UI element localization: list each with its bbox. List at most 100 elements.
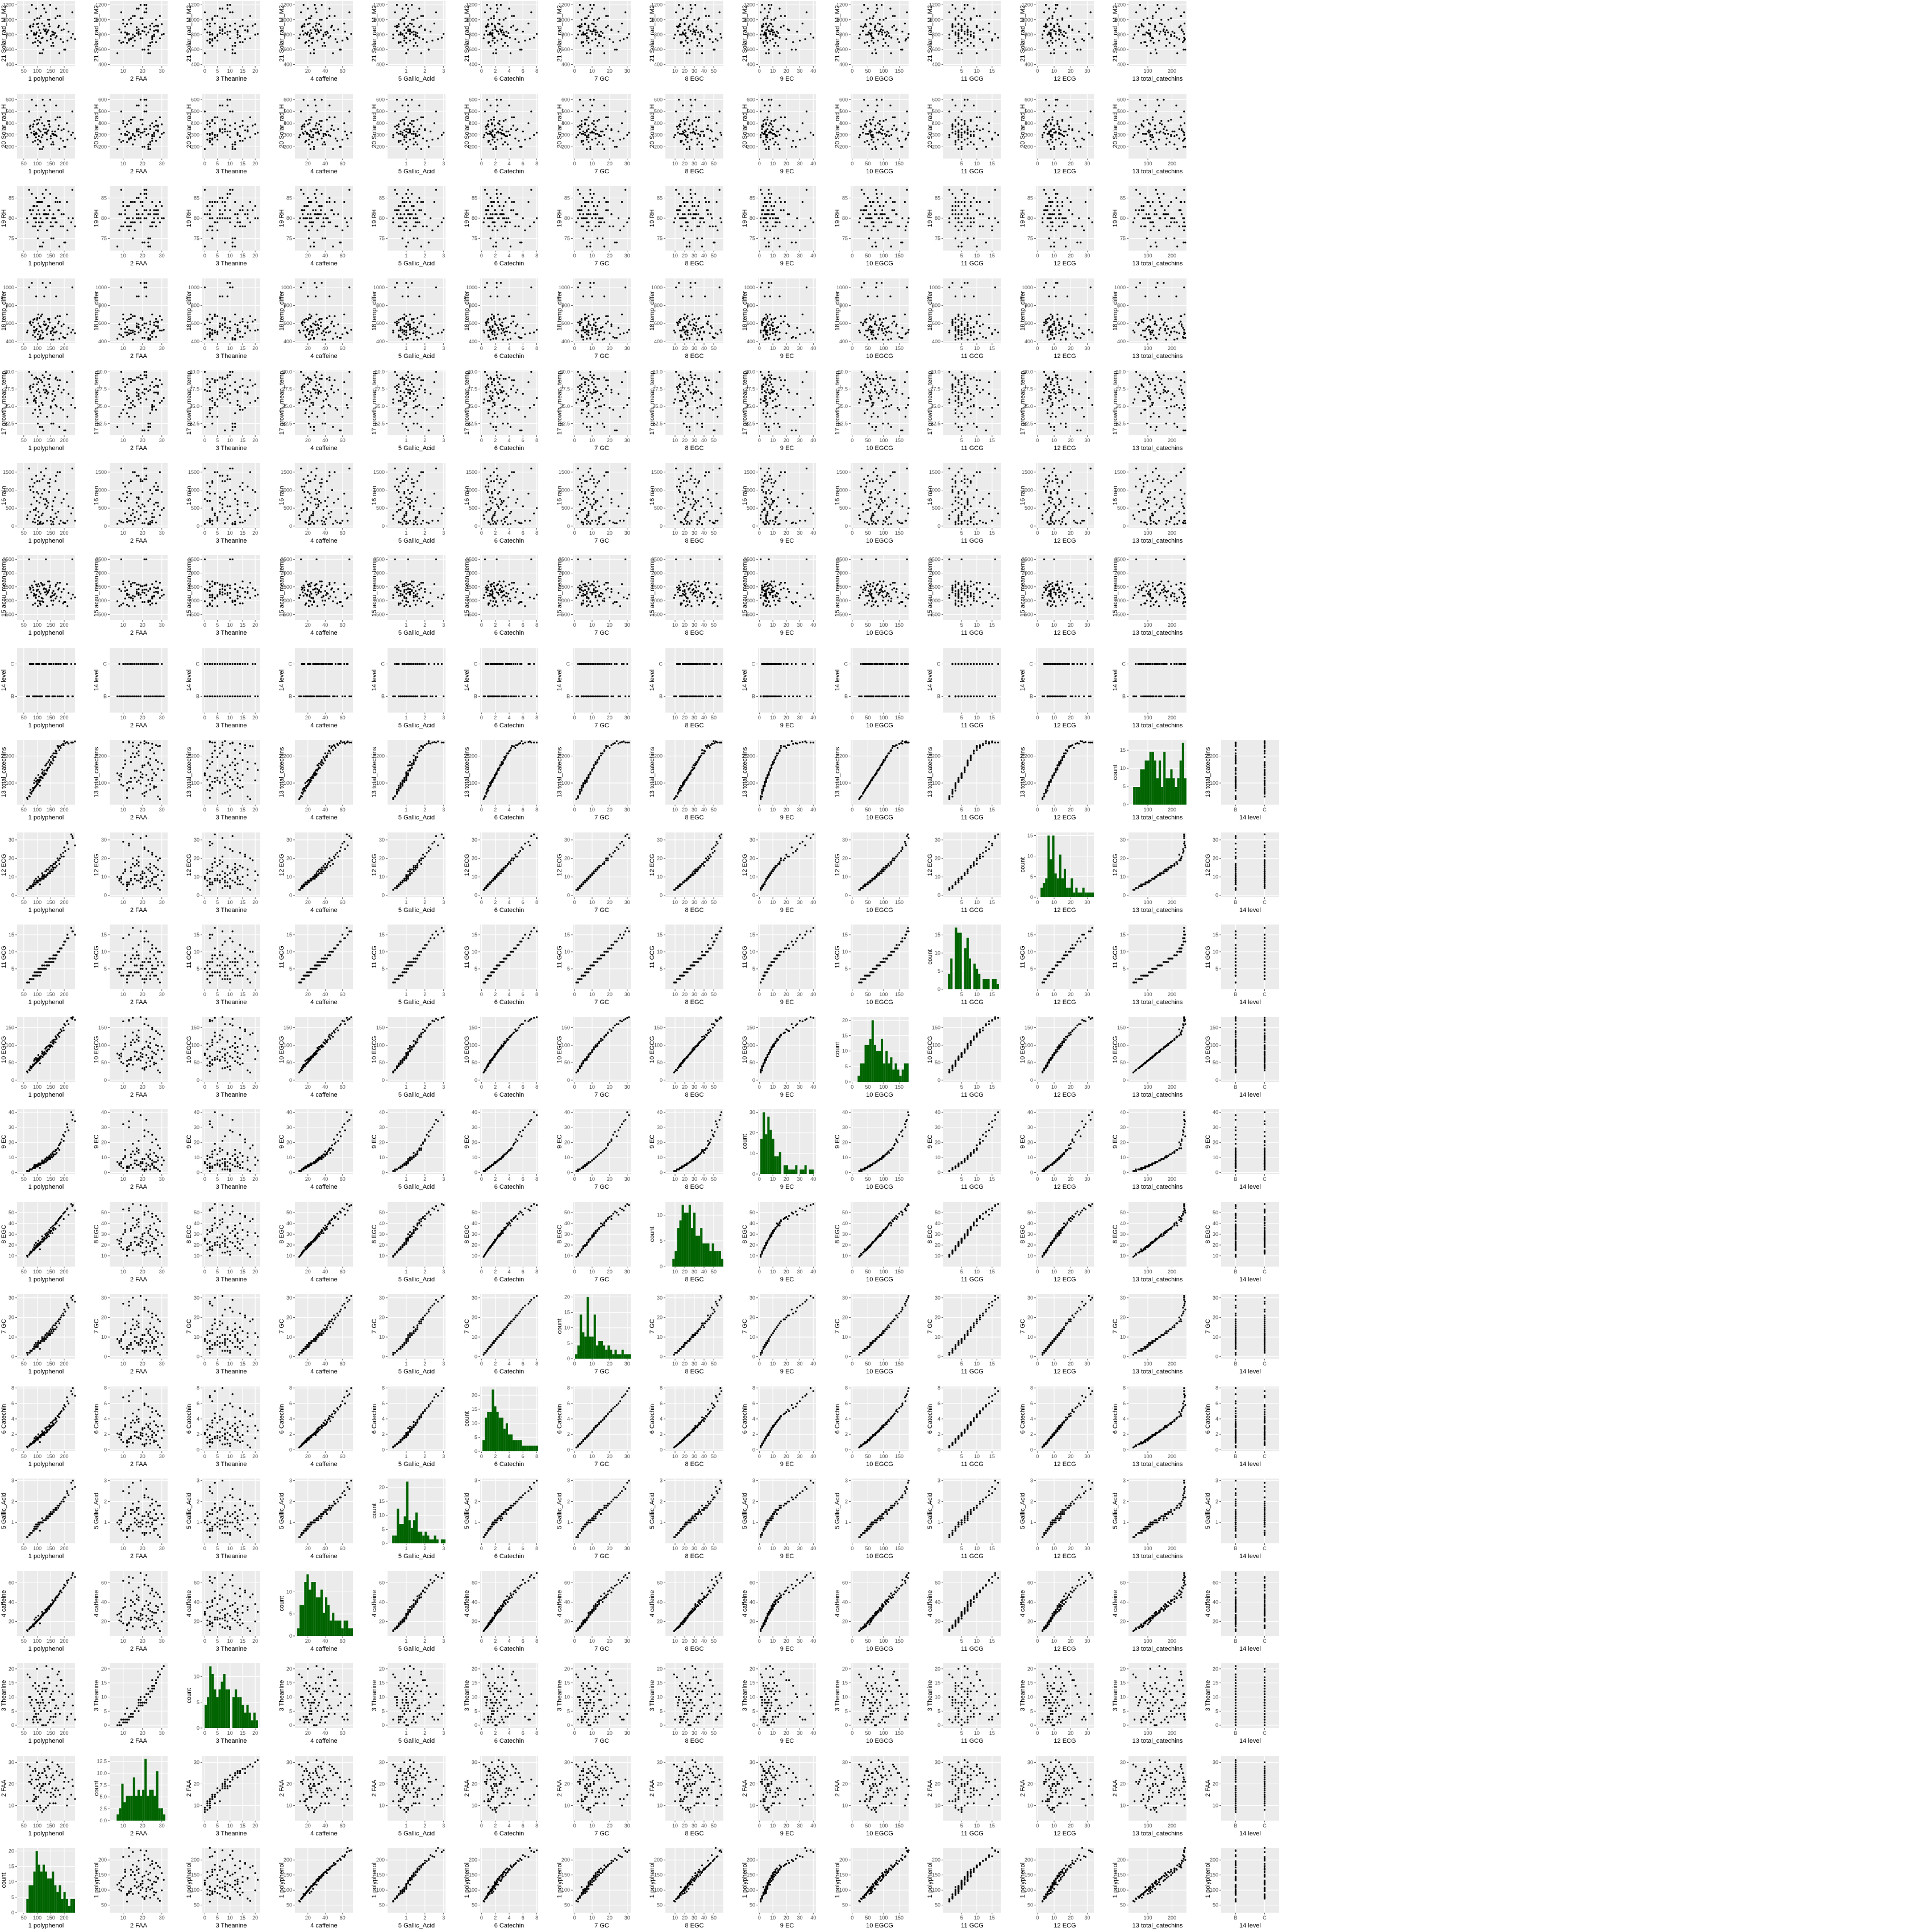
data-point bbox=[224, 336, 226, 339]
data-point bbox=[577, 11, 579, 14]
data-point bbox=[1182, 242, 1185, 244]
data-point bbox=[577, 217, 579, 219]
tick-label-y: 200 bbox=[6, 144, 14, 149]
data-point bbox=[147, 148, 149, 150]
data-point bbox=[66, 229, 69, 231]
data-point bbox=[42, 145, 44, 148]
data-point bbox=[71, 11, 73, 14]
y-axis-title: 18 temp_differ bbox=[1, 290, 7, 330]
data-point bbox=[1050, 122, 1052, 124]
data-point bbox=[47, 327, 49, 329]
data-point bbox=[155, 139, 157, 141]
data-point bbox=[682, 31, 684, 34]
tick-label-x: 5 bbox=[216, 68, 219, 74]
data-point bbox=[216, 34, 219, 36]
data-point bbox=[1053, 124, 1055, 127]
data-point bbox=[1143, 225, 1146, 227]
data-point bbox=[1173, 135, 1176, 137]
data-point bbox=[409, 217, 411, 219]
data-point bbox=[417, 130, 419, 132]
data-point bbox=[764, 217, 766, 219]
data-point bbox=[493, 140, 496, 143]
data-point bbox=[869, 122, 872, 124]
data-point bbox=[1081, 225, 1084, 227]
data-point bbox=[48, 205, 51, 207]
data-point bbox=[969, 221, 972, 223]
data-point bbox=[1055, 98, 1057, 101]
data-point bbox=[1150, 229, 1152, 231]
data-point bbox=[954, 19, 957, 21]
data-point bbox=[890, 148, 892, 150]
data-point bbox=[951, 205, 953, 207]
data-point bbox=[403, 213, 406, 215]
data-point bbox=[203, 189, 206, 191]
data-point bbox=[1064, 238, 1067, 240]
data-point bbox=[214, 221, 216, 223]
data-point bbox=[1091, 36, 1093, 39]
data-point bbox=[38, 29, 40, 31]
data-point bbox=[28, 189, 30, 191]
data-point bbox=[298, 136, 301, 138]
tick-label-y: 200 bbox=[284, 144, 292, 149]
data-point bbox=[596, 119, 598, 122]
data-point bbox=[578, 98, 581, 101]
data-point bbox=[489, 34, 491, 36]
data-point bbox=[1138, 209, 1140, 211]
data-point bbox=[70, 221, 72, 223]
data-point bbox=[430, 217, 432, 219]
data-point bbox=[994, 110, 996, 113]
data-point bbox=[586, 213, 588, 215]
data-point bbox=[696, 45, 698, 47]
data-point bbox=[229, 329, 231, 331]
data-point bbox=[967, 28, 969, 31]
data-point bbox=[1053, 24, 1055, 27]
data-point bbox=[506, 135, 508, 137]
data-point bbox=[976, 128, 978, 130]
data-point bbox=[505, 35, 507, 38]
data-point bbox=[490, 118, 492, 120]
data-point bbox=[957, 201, 960, 203]
data-point bbox=[320, 26, 322, 28]
data-point bbox=[878, 123, 881, 125]
data-point bbox=[38, 17, 40, 19]
data-point bbox=[420, 201, 422, 203]
data-point bbox=[242, 19, 244, 21]
tick-label-x: 200 bbox=[1168, 68, 1176, 74]
tick-label-y: 500 bbox=[1117, 109, 1126, 114]
tick-label-x: 50 bbox=[21, 68, 27, 74]
data-point bbox=[765, 221, 767, 223]
data-point bbox=[594, 125, 597, 128]
data-point bbox=[769, 201, 771, 203]
data-point bbox=[161, 132, 163, 135]
tick-label-y: 400 bbox=[284, 61, 292, 67]
data-point bbox=[407, 213, 409, 215]
data-point bbox=[343, 122, 345, 124]
data-point bbox=[624, 189, 627, 191]
data-point bbox=[964, 217, 966, 219]
data-point bbox=[765, 138, 767, 140]
data-point bbox=[765, 32, 767, 34]
data-point bbox=[143, 31, 145, 33]
data-point bbox=[209, 327, 211, 330]
data-point bbox=[157, 26, 159, 28]
data-point bbox=[314, 7, 317, 10]
data-point bbox=[309, 35, 311, 38]
data-point bbox=[313, 48, 315, 51]
data-point bbox=[792, 225, 794, 227]
data-point bbox=[507, 143, 509, 145]
data-point bbox=[1050, 39, 1052, 41]
data-point bbox=[443, 131, 445, 134]
data-point bbox=[38, 324, 40, 327]
data-point bbox=[906, 110, 908, 113]
tick-label-y: 80 bbox=[286, 215, 292, 221]
data-point bbox=[139, 217, 141, 219]
data-point bbox=[768, 98, 770, 101]
data-point bbox=[216, 138, 219, 140]
panel-r21-c7: 0 10 20 30 400 600 800 1000 1200 7 GC 21 Solar_rad… bbox=[556, 0, 635, 84]
data-point bbox=[49, 137, 52, 139]
data-point bbox=[301, 125, 303, 128]
data-point bbox=[501, 129, 503, 131]
data-point bbox=[1178, 137, 1180, 139]
